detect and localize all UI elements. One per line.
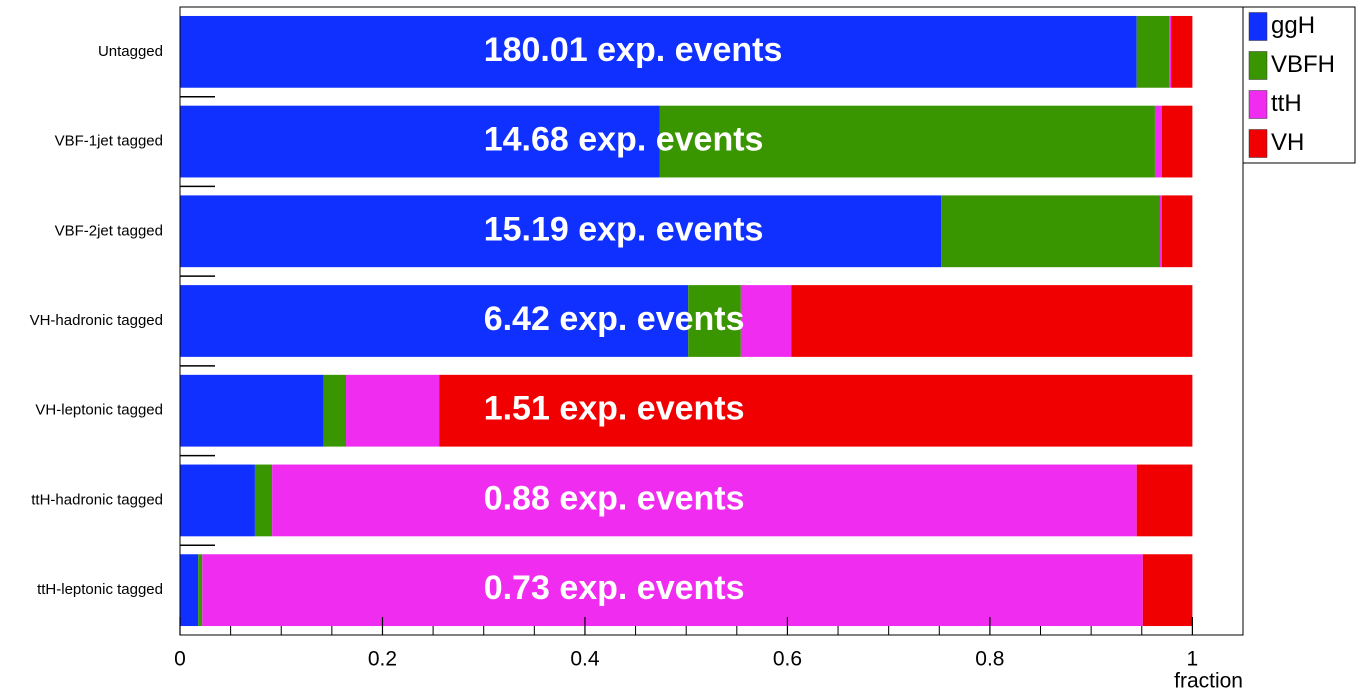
category-label: Untagged [98,43,163,60]
x-tick-label: 0.6 [773,648,802,671]
category-label: VH-hadronic tagged [30,312,163,329]
x-tick-label: 0.2 [368,648,397,671]
bar-segment [1162,195,1193,268]
bar-segment [346,374,440,447]
bar-segment [659,105,1155,178]
legend-swatch [1248,90,1268,119]
category-label: ttH-hadronic tagged [31,491,163,508]
value-label: 0.88 exp. events [484,479,745,517]
value-label: 15.19 exp. events [484,210,764,248]
bar-segment [1162,105,1193,178]
bar-segment [180,105,660,178]
bar-segment [791,285,1193,357]
bar-segment [1159,195,1163,268]
bar-segment [1171,15,1193,88]
bar-segment [180,374,324,447]
bar-segment [198,554,203,627]
bar-segment [272,464,1137,537]
legend-swatch [1248,51,1268,80]
value-label: 0.73 exp. events [484,569,745,607]
bar-segment [1142,554,1193,627]
x-axis-label: fraction [1174,670,1243,693]
bar-segment [1136,464,1193,537]
legend-label: ggH [1271,12,1315,39]
legend-swatch [1248,12,1268,41]
legend-label: ttH [1271,90,1302,117]
value-label: 14.68 exp. events [484,121,764,159]
x-tick-label: 1 [1187,648,1199,671]
bar-segment [1154,105,1163,178]
bar-segment [439,374,1193,447]
x-tick-label: 0.4 [570,648,600,671]
bar-segment [323,374,347,447]
x-tick-label: 0.8 [975,648,1004,671]
value-label: 180.01 exp. events [484,31,783,69]
legend-label: VH [1271,129,1304,156]
category-label: VH-leptonic tagged [35,402,163,419]
bar-segment [202,554,1143,627]
bar-segment [180,554,199,627]
bar-segment [1136,15,1170,88]
x-tick-label: 0 [174,648,186,671]
value-label: 1.51 exp. events [484,390,745,428]
category-label: VBF-2jet tagged [55,222,163,239]
bar-segment [254,464,273,537]
bar-segment [1169,15,1172,88]
bar-segment [740,285,792,357]
category-label: VBF-1jet tagged [55,133,163,150]
bar-segment [180,285,689,357]
legend-label: VBFH [1271,51,1335,78]
plot-frame [179,6,1244,636]
legend-swatch [1248,129,1268,158]
bar-segment [688,285,741,357]
bar-segment [180,195,942,268]
bar-segment [180,464,255,537]
value-label: 6.42 exp. events [484,300,745,338]
bar-segment [941,195,1160,268]
bar-segment [180,15,1137,88]
category-label: ttH-leptonic tagged [37,581,163,598]
